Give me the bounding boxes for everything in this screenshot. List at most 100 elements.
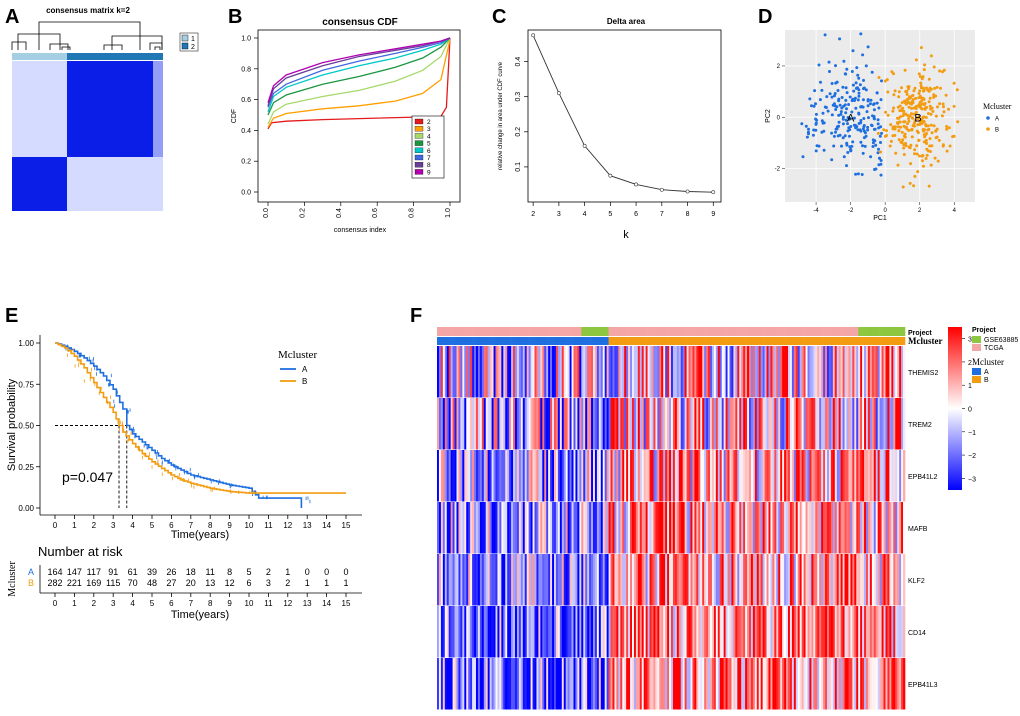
panel-f-cell [690,450,693,502]
panel-f-cell [577,502,580,554]
panel-f-cell [466,450,469,502]
panel-d-point-B [930,106,934,110]
panel-f-cell [717,398,721,450]
panel-e-risk-value-B: 169 [86,578,101,588]
panel-f-cell [838,450,841,502]
panel-f-mcluster-cell [719,337,722,345]
panel-f-project-cell [834,327,838,336]
panel-f-cell [526,398,529,450]
panel-f-project-cell [671,327,674,336]
panel-f-cell [754,346,758,398]
panel-d-x-tick-label: 2 [918,208,922,214]
panel-f-project-cell [754,327,758,336]
panel-f-cell [491,658,494,710]
panel-d-point-B [903,68,907,72]
panel-f-project-cell [719,327,722,336]
panel-f-project-cell [710,327,713,336]
panel-f-cell [540,346,543,398]
panel-f-cell [466,346,469,398]
panel-f-cell [643,606,646,658]
panel-c-y-tick-label: 0.4 [515,57,522,67]
panel-f-project-cell [645,327,648,336]
panel-f-cell [830,606,834,658]
panel-f-project-cell [661,327,664,336]
panel-f-cell [817,606,820,658]
panel-f-cell [778,606,781,658]
panel-f-cell [454,554,457,606]
panel-f-cell [454,398,457,450]
panel-f-cell [710,502,713,554]
panel-f-cell [589,502,592,554]
panel-f-cell [495,658,498,710]
panel-f-cell [706,502,709,554]
panel-f-mcluster-cell [618,337,621,345]
panel-f-mcluster-cell [487,337,490,345]
panel-f-cell [639,346,643,398]
panel-f-mcluster-cell [612,337,615,345]
panel-d-point-A [817,63,821,67]
panel-f-cell [752,606,756,658]
panel-f-cell [713,346,717,398]
panel-f-cell [838,346,841,398]
panel-f-cell [793,346,797,398]
panel-f-mcluster-cell [538,337,541,345]
panel-f-cell [610,346,613,398]
panel-f-cell [852,502,855,554]
panel-d-point-B [947,126,951,130]
panel-f-cell [583,450,586,502]
panel-f-cell [437,554,440,606]
panel-f-cell [554,606,557,658]
panel-d-point-B [916,117,920,120]
panel-f-cell [860,606,863,658]
panel-f-cell [688,606,691,658]
panel-f-cell [593,346,596,398]
panel-f-cell [499,398,502,450]
panel-e-x-tick-label: 1 [72,521,77,530]
panel-f-cell [719,502,722,554]
panel-f-cell [887,502,890,554]
panel-f-cell [639,658,643,710]
panel-f-project-cell [778,327,781,336]
panel-f-cell [653,346,656,398]
panel-f-mcluster-cell [509,337,512,345]
panel-f-cell [727,606,730,658]
panel-f-cell [555,658,559,710]
panel-f-cell [589,554,592,606]
panel-f-cell [593,450,596,502]
panel-f-cell [786,606,789,658]
panel-f-cell [552,606,555,658]
panel-f-project-cell [692,327,695,336]
panel-f-cell [741,554,744,606]
panel-f-project-cell [867,327,871,336]
panel-d-y-ticks: -202 [775,64,785,173]
panel-f-cell [649,658,652,710]
panel-f-cell [591,450,594,502]
panel-f-cell [639,398,643,450]
panel-f-cell [565,502,568,554]
panel-f-cell [725,606,728,658]
panel-b-legend-swatch-3 [414,126,424,132]
panel-f-mcluster-cell [540,337,543,345]
panel-f-cell [801,554,804,606]
panel-e-risk-value-A: 0 [324,567,329,577]
panel-e-risk-value-B: 221 [67,578,82,588]
panel-f-cell [536,398,539,450]
panel-f-cell [873,606,877,658]
panel-d-point-B [917,92,921,95]
panel-f-cell [797,398,800,450]
panel-f-mcluster-cell [499,337,502,345]
panel-d-point-B [908,181,912,185]
panel-f-cell [559,502,563,554]
panel-f-project-cell [750,327,754,336]
panel-f-cell [774,554,777,606]
panel-f-mcluster-cell [694,337,697,345]
panel-d-point-B [941,144,945,148]
panel-f-cell [727,502,730,554]
panel-f-cell [577,658,580,710]
panel-f-project-cell [460,327,463,336]
panel-f-cell [649,554,652,606]
panel-f-cell [552,502,555,554]
panel-f-mcluster-cell [838,337,841,345]
panel-f-cell [801,502,804,554]
panel-b-legend-swatch-4 [414,133,424,139]
